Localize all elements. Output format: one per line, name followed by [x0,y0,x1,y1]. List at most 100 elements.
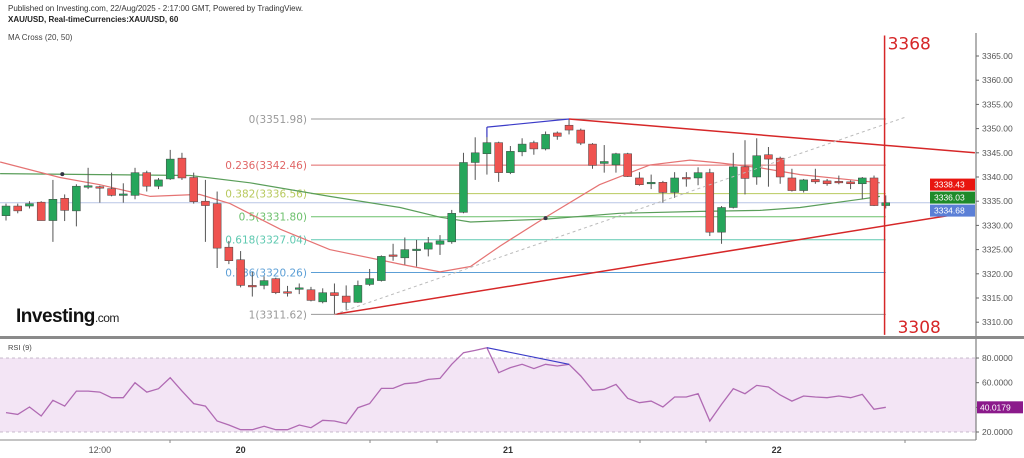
candle-body [212,203,222,249]
bearish-candle [775,156,785,184]
rsi-band [0,358,976,432]
bullish-candle [611,152,621,173]
price-tick-label: 3340.00 [982,172,1013,182]
target-low-label: 3308 [898,318,941,338]
candle-body [130,172,140,196]
bullish-candle [400,237,410,265]
bearish-candle [212,191,222,268]
price-tick-label: 3310.00 [982,317,1013,327]
pane-divider [0,336,1024,339]
candle-body [717,207,726,233]
candle-body [1,205,11,216]
bullish-candle [435,235,445,255]
bullish-candle [1,203,11,221]
bearish-candle [388,243,398,261]
rsi-tick-label: 20.0000 [982,427,1013,437]
candle-body [318,292,327,303]
price-tag-label: 3334.68 [934,206,965,216]
lower-trendline [334,210,976,316]
bearish-candle [822,178,832,186]
fib-level-label: 0.236(3342.46) [225,160,307,172]
bearish-candle [494,141,503,182]
bearish-candle [787,168,797,192]
bearish-candle [834,175,844,185]
price-tick-label: 3360.00 [982,75,1013,85]
candle-body [377,256,386,281]
bearish-candle [189,172,198,204]
bullish-candle [506,146,515,175]
bullish-candle [130,167,140,200]
fib-level-label: 1(3311.62) [249,309,307,321]
candle-body [224,246,234,261]
rsi-value-tag [977,401,1023,414]
bearish-candle [553,131,562,140]
upper-trendline [568,118,975,154]
candle-body [60,198,69,211]
bullish-candle [83,167,93,190]
candle-body [494,142,503,173]
candle-body [236,259,245,286]
ma-cross-marker [543,216,548,221]
target-high-label: 3368 [888,34,931,54]
candle-body [412,248,421,251]
bullish-candle [424,237,433,257]
bullish-candle [717,206,726,244]
bullish-candle [365,268,374,286]
candle-body [295,287,304,290]
bearish-candle [330,283,339,315]
bearish-candle [869,175,879,207]
candle-body [705,172,715,233]
price-tick-label: 3325.00 [982,245,1013,255]
candle-body [142,172,152,187]
fib-level-label: 0.786(3320.26) [225,268,307,280]
candle-body [341,295,351,303]
candle-body [729,166,738,208]
candle-body [599,161,609,164]
price-tick-label: 3365.00 [982,51,1013,61]
bearish-candle [564,119,574,135]
rsi-tick-label: 80.0000 [982,353,1013,363]
bullish-candle [25,201,34,209]
candle-body [693,172,703,179]
fib-level-label: 0(3351.98) [249,114,307,126]
bearish-candle [682,172,691,187]
bullish-candle [752,138,761,185]
price-divergence-line [486,118,570,128]
bearish-candle [306,286,316,302]
candle-body [400,249,410,259]
ma-cross-legend: MA Cross (20, 50) [8,33,73,42]
bearish-candle [846,180,855,190]
candle-body [682,177,691,180]
candle-body [424,242,433,250]
bearish-candle [588,143,597,169]
bearish-candle [764,146,773,187]
rsi-divergence-line [486,347,570,365]
bullish-candle [72,184,81,227]
bullish-candle [599,145,609,173]
candle-body [306,289,316,301]
candle-body [858,177,867,185]
bullish-candle [259,276,269,290]
candle-body [541,134,550,150]
time-tick-label: 21 [503,445,513,455]
rsi-tick-label: 60.0000 [982,378,1013,388]
fib-level-label: 0.382(3336.56) [225,189,307,201]
price-tick-label: 3335.00 [982,196,1013,206]
candle-body [517,143,527,153]
bullish-candle [154,177,163,190]
bearish-candle [576,128,586,146]
candle-body [811,179,820,183]
candle-body [119,193,128,196]
time-tick-label: 20 [236,445,246,455]
candle-body [259,280,269,286]
candle-body [623,153,632,177]
candle-body [506,151,515,173]
bullish-candle [799,178,808,193]
bullish-candle [353,280,363,303]
price-tag [930,191,975,204]
ma50-line [0,173,880,223]
candle-body [447,213,456,243]
candle-body [564,124,574,131]
candle-body [529,142,539,150]
